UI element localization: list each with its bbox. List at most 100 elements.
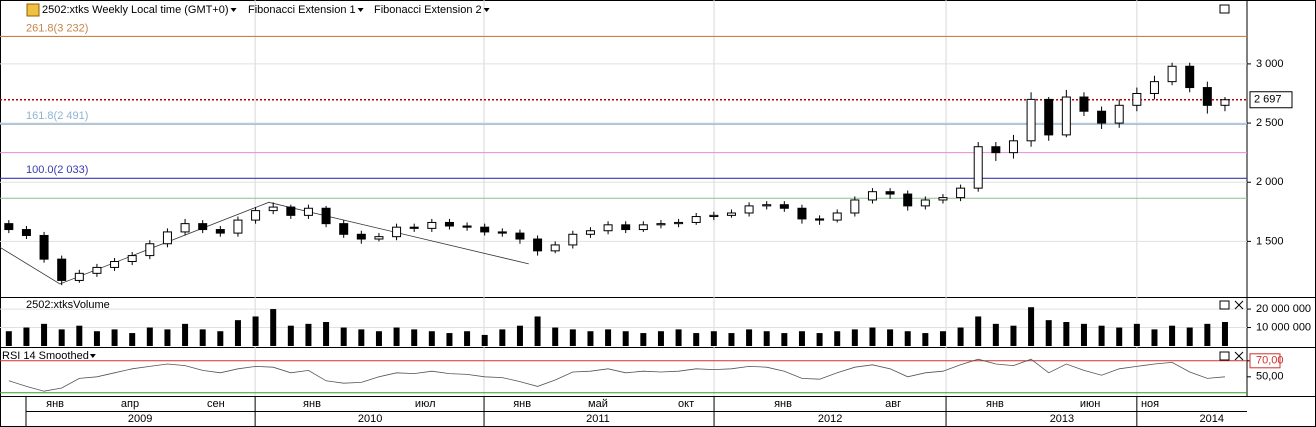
marks xyxy=(4,62,1230,392)
panel-title: 2502:xtksVolume xyxy=(26,299,110,311)
volume-bar xyxy=(199,329,206,346)
chart-title: 2502:xtks Weekly Local time (GMT+0) xyxy=(42,4,229,16)
candle-body xyxy=(568,233,578,246)
volume-bar xyxy=(411,329,418,346)
volume-bar xyxy=(464,331,471,346)
volume-bar xyxy=(428,331,435,346)
candle-body xyxy=(656,223,666,226)
dropdown-arrow[interactable] xyxy=(89,354,96,358)
volume-bar xyxy=(904,331,911,346)
volume-bar xyxy=(1010,325,1017,346)
candle-body xyxy=(162,231,172,245)
volume-bar xyxy=(657,331,664,346)
maximize-button[interactable] xyxy=(1219,4,1230,14)
volume-bar xyxy=(710,331,717,346)
maximize-button[interactable] xyxy=(1219,351,1230,361)
month-label: ноя xyxy=(1141,398,1159,410)
candle-body xyxy=(39,234,49,260)
month-label: май xyxy=(588,398,608,410)
volume-bar xyxy=(1151,329,1158,346)
dropdown-arrow[interactable] xyxy=(483,8,490,12)
candle-body xyxy=(638,224,648,231)
last-price-label: 2 697 xyxy=(1254,94,1282,106)
close-button[interactable] xyxy=(1234,300,1244,310)
volume-bar xyxy=(851,329,858,346)
candle-body xyxy=(303,207,313,216)
volume-bar xyxy=(1221,322,1228,346)
candle-body xyxy=(797,207,807,220)
volume-bar xyxy=(922,333,929,346)
candle-body xyxy=(991,146,1001,154)
candle-body xyxy=(215,229,225,234)
candle-body xyxy=(57,258,67,281)
y-tick-label: 20 000 000 xyxy=(1256,303,1311,315)
volume-bar xyxy=(1028,307,1035,346)
y-tick-label: 3 000 xyxy=(1256,58,1284,70)
volume-bar xyxy=(1045,320,1052,346)
indicator-label[interactable]: Fibonacci Extension 2 xyxy=(374,4,482,16)
candle-body xyxy=(1220,99,1230,106)
volume-bar xyxy=(393,327,400,346)
candle-body xyxy=(251,210,261,221)
volume-bar xyxy=(640,333,647,346)
volume-bar xyxy=(1063,322,1070,346)
close-button[interactable] xyxy=(1234,351,1244,361)
candle-body xyxy=(533,238,543,252)
volume-bar xyxy=(340,327,347,346)
volume-bar xyxy=(834,331,841,346)
candle-body xyxy=(409,226,419,229)
volume-bar xyxy=(781,333,788,346)
candle-body xyxy=(1202,87,1212,106)
volume-bar xyxy=(516,325,523,346)
rsi-line xyxy=(8,358,1226,392)
candle-body xyxy=(550,244,560,252)
volume-bar xyxy=(798,331,805,346)
month-label: янв xyxy=(774,398,792,410)
candle-body xyxy=(356,233,366,240)
candle-body xyxy=(145,243,155,257)
volume-bar xyxy=(746,329,753,346)
candle-body xyxy=(973,146,983,189)
volume-bar xyxy=(534,316,541,346)
month-label: янв xyxy=(46,398,64,410)
candle-body xyxy=(462,225,472,228)
y-tick-label: 2 500 xyxy=(1256,117,1284,129)
candle-body xyxy=(515,232,525,240)
candle-body xyxy=(480,226,490,233)
symbol-icon[interactable] xyxy=(26,3,40,17)
volume-bar xyxy=(23,327,30,346)
candle-body xyxy=(198,223,208,231)
candle-body xyxy=(392,226,402,238)
candle-body xyxy=(1114,104,1124,124)
candle-body xyxy=(1026,98,1036,142)
dropdown-arrow[interactable] xyxy=(357,8,364,12)
candle-body xyxy=(850,199,860,214)
candle-body xyxy=(180,223,190,233)
dropdown-arrow[interactable] xyxy=(230,8,237,12)
candle-body xyxy=(956,187,966,199)
fib-label: 100.0(2 033) xyxy=(26,164,88,176)
volume-bar xyxy=(287,325,294,346)
indicator-label[interactable]: Fibonacci Extension 1 xyxy=(248,4,356,16)
volume-bar xyxy=(129,333,136,346)
maximize-button[interactable] xyxy=(1219,300,1230,310)
candle-body xyxy=(1132,92,1142,106)
month-label: июн xyxy=(1080,398,1100,410)
volume-bar xyxy=(164,329,171,346)
labels: 2502:xtks Weekly Local time (GMT+0) Fibon… xyxy=(2,4,1311,425)
y-tick-label: 10 000 000 xyxy=(1256,321,1311,333)
candle-body xyxy=(1008,140,1018,154)
candle-body xyxy=(832,212,842,221)
volume-bar xyxy=(693,333,700,346)
candle-body xyxy=(427,221,437,229)
volume-bar xyxy=(622,331,629,346)
volume-bar xyxy=(1169,325,1176,346)
volume-bar xyxy=(1098,325,1105,346)
month-label: янв xyxy=(513,398,531,410)
volume-bar xyxy=(358,329,365,346)
month-label: авг xyxy=(885,398,901,410)
volume-bar xyxy=(957,327,964,346)
candle-body xyxy=(867,191,877,201)
year-label: 2012 xyxy=(818,413,842,425)
